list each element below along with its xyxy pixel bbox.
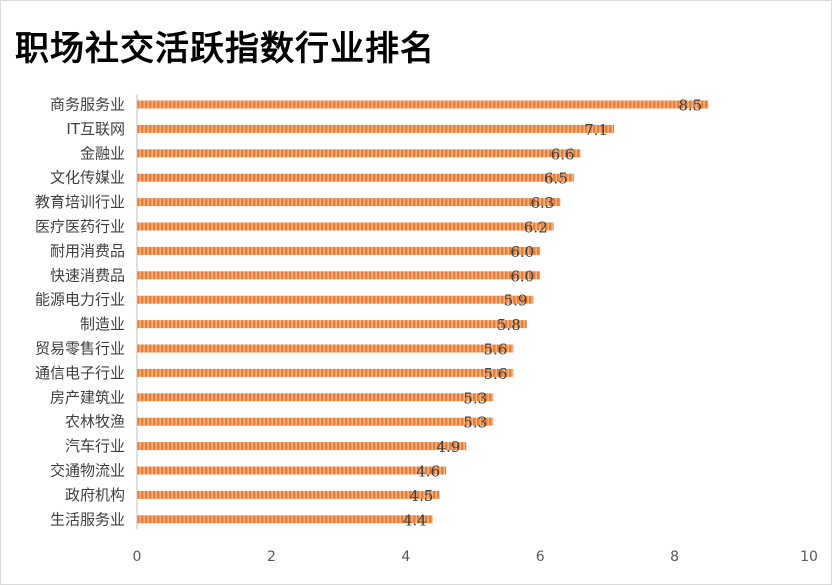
category-label: 快速消费品 bbox=[50, 266, 125, 284]
x-tick-label: 0 bbox=[133, 549, 142, 565]
bar bbox=[137, 417, 494, 426]
x-tick-label: 4 bbox=[401, 549, 410, 565]
value-label: 5.6 bbox=[483, 365, 507, 383]
bar bbox=[137, 100, 709, 109]
value-label: 6.2 bbox=[524, 219, 548, 237]
category-label: 房产建筑业 bbox=[50, 388, 125, 406]
value-label: 4.5 bbox=[410, 487, 434, 505]
category-label: 文化传媒业 bbox=[50, 169, 125, 187]
category-label: 贸易零售行业 bbox=[35, 340, 125, 358]
bar bbox=[137, 295, 534, 304]
bar bbox=[137, 149, 581, 158]
category-label: 农林牧渔 bbox=[65, 413, 125, 431]
category-label: 交通物流业 bbox=[50, 462, 125, 480]
value-label: 7.1 bbox=[584, 121, 608, 139]
bar bbox=[137, 393, 494, 402]
bar bbox=[137, 271, 541, 280]
category-label: 教育培训行业 bbox=[35, 193, 125, 211]
category-label: 制造业 bbox=[80, 315, 125, 333]
x-tick-label: 8 bbox=[670, 549, 679, 565]
category-label: 通信电子行业 bbox=[35, 364, 125, 382]
category-label: 耐用消费品 bbox=[50, 242, 125, 260]
bar bbox=[137, 246, 541, 255]
value-label: 4.6 bbox=[416, 463, 440, 481]
value-label: 6.3 bbox=[531, 194, 555, 212]
value-label: 5.6 bbox=[483, 341, 507, 359]
bar bbox=[137, 173, 574, 182]
value-label: 4.9 bbox=[436, 438, 460, 456]
x-tick-label: 6 bbox=[536, 549, 545, 565]
bar bbox=[137, 124, 615, 133]
value-label: 5.3 bbox=[463, 414, 487, 432]
category-label: 政府机构 bbox=[65, 486, 125, 504]
value-label: 5.9 bbox=[504, 292, 528, 310]
bar bbox=[137, 490, 440, 499]
value-label: 4.4 bbox=[403, 511, 427, 529]
bar bbox=[137, 515, 433, 524]
category-label: 能源电力行业 bbox=[35, 291, 125, 309]
chart-title: 职场社交活跃指数行业排名 bbox=[15, 29, 435, 69]
category-label: 医疗医药行业 bbox=[35, 218, 125, 236]
category-label: IT互联网 bbox=[66, 120, 125, 138]
value-label: 6.5 bbox=[544, 170, 568, 188]
bar bbox=[137, 442, 467, 451]
bar bbox=[137, 320, 527, 329]
value-label: 6.6 bbox=[551, 145, 575, 163]
value-label: 6.0 bbox=[510, 243, 534, 261]
x-tick-label: 10 bbox=[800, 549, 818, 565]
value-label: 8.5 bbox=[678, 97, 702, 115]
category-label: 汽车行业 bbox=[65, 437, 125, 455]
value-label: 6.0 bbox=[510, 267, 534, 285]
bar bbox=[137, 368, 514, 377]
bar bbox=[137, 466, 447, 475]
category-label: 生活服务业 bbox=[50, 510, 125, 528]
bar bbox=[137, 198, 561, 207]
bar bbox=[137, 344, 514, 353]
value-label: 5.3 bbox=[463, 389, 487, 407]
category-label: 金融业 bbox=[80, 144, 125, 162]
bar bbox=[137, 222, 554, 231]
category-label: 商务服务业 bbox=[50, 96, 125, 114]
value-label: 5.8 bbox=[497, 316, 521, 334]
x-tick-label: 2 bbox=[267, 549, 276, 565]
